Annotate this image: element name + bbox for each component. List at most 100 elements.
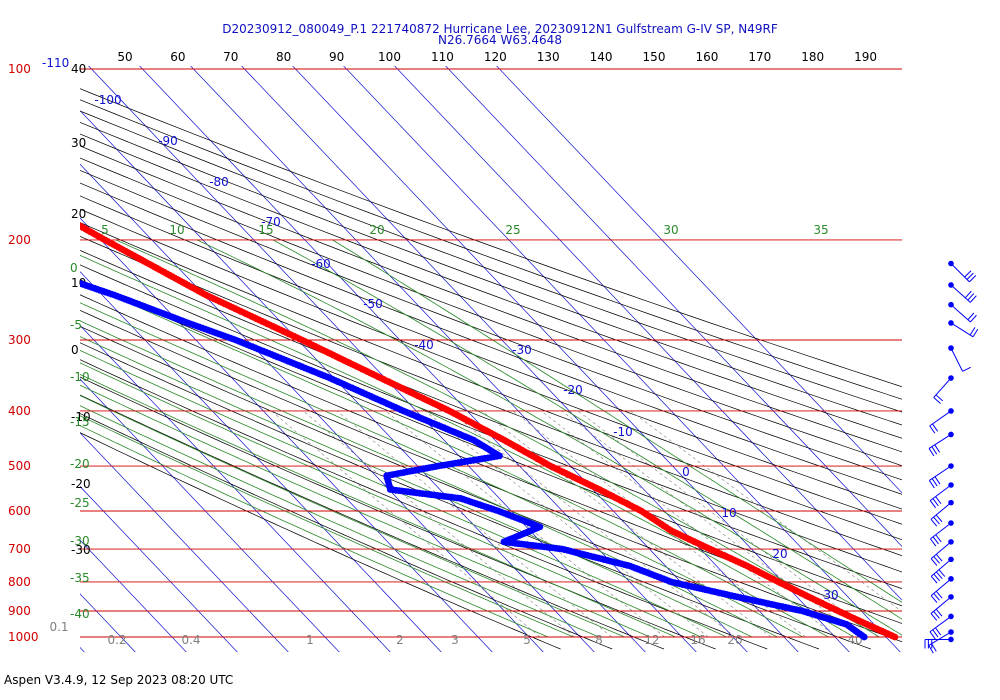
isotherm-label: -40: [414, 338, 434, 352]
temperature-profile: [80, 222, 899, 641]
top-axis-label: 80: [276, 50, 291, 64]
moist-adiabat-label: 25: [505, 223, 520, 237]
wind-barb: [929, 408, 954, 434]
isotherm-line: [80, 110, 595, 652]
isotherm-label: 0: [682, 465, 690, 479]
pressure-label: 300: [8, 333, 31, 347]
dry-adiabat-line: [80, 250, 902, 573]
isotherm-line: [80, 485, 238, 652]
mixing-ratio-label: 12: [644, 633, 659, 647]
dry-adiabat-line: [80, 170, 902, 481]
pressure-label: 1000: [8, 630, 39, 644]
left-axis-label: 30: [71, 136, 86, 150]
dry-adiabat-line: [80, 235, 902, 557]
left-axis-label: -30: [71, 543, 91, 557]
isotherm-line: [80, 378, 340, 652]
wind-barb: [948, 301, 977, 323]
top-left-label: -110: [42, 56, 69, 70]
moist-adiabat-label: 35: [813, 223, 828, 237]
isotherm-label: -60: [311, 257, 331, 271]
top-axis-label: 140: [590, 50, 613, 64]
top-axis-label: 180: [801, 50, 824, 64]
top-axis-label: 100: [378, 50, 401, 64]
isotherm-line: [292, 66, 850, 652]
isotherm-line: [80, 163, 544, 652]
dry-adiabat-line: [80, 208, 902, 525]
dry-adiabat-line: [80, 294, 902, 624]
moist-left-label: -5: [70, 318, 82, 332]
isotherm-line: [88, 66, 646, 652]
wind-barb: [930, 539, 954, 566]
left-axis-label: 40: [71, 62, 86, 76]
wind-barb: [924, 636, 954, 649]
top-axis-label: 70: [223, 50, 238, 64]
dry-adiabat-line: [80, 432, 561, 650]
mixing-ratio-label: 0.4: [181, 633, 200, 647]
mixing-ratio-label: 16: [690, 633, 705, 647]
pressure-label: 100: [8, 62, 31, 76]
dry-adiabat-line: [80, 157, 902, 467]
pressure-label: 400: [8, 404, 31, 418]
isotherm-label: -20: [563, 383, 583, 397]
top-axis-label: 190: [854, 50, 877, 64]
top-axis-label: 150: [643, 50, 666, 64]
isotherm-label: 20: [772, 547, 787, 561]
moist-adiabat-label: 20: [369, 223, 384, 237]
isotherm-label: -90: [158, 134, 178, 148]
dry-adiabat-line: [80, 222, 902, 541]
dewpoint-profile-point: [860, 633, 868, 641]
top-axis-label: 50: [117, 50, 132, 64]
isotherm-line: [190, 66, 748, 652]
isotherm-label: -30: [512, 343, 532, 357]
top-axis-label: 110: [431, 50, 454, 64]
isotherm-line: [80, 432, 289, 652]
dry-adiabat-line: [80, 325, 871, 650]
mixing-ratio-label: 1: [306, 633, 314, 647]
moist-adiabat-label: 10: [169, 223, 184, 237]
chart-title-line2: N26.7664 W63.4648: [438, 33, 562, 47]
wind-barb: [930, 499, 954, 527]
isotherm-label: -50: [363, 297, 383, 311]
chart-title-line1: D20230912_080049_P.1 221740872 Hurricane…: [222, 22, 778, 36]
top-axis-label: 90: [329, 50, 344, 64]
dry-adiabat-line: [80, 195, 902, 510]
isotherm-line: [496, 66, 902, 494]
dry-adiabat-line: [80, 342, 820, 650]
wind-barb: [929, 520, 954, 547]
dry-adiabat-line: [80, 99, 902, 400]
isotherm-label: -10: [613, 425, 633, 439]
dry-adiabat-line: [80, 413, 613, 650]
dry-adiabat-line: [80, 264, 902, 590]
top-axis-label: 60: [170, 50, 185, 64]
moist-adiabat-label: 15: [258, 223, 273, 237]
pressure-label: 900: [8, 604, 31, 618]
pressure-label: 700: [8, 542, 31, 556]
wind-barb: [948, 282, 977, 303]
isotherm-line: [343, 66, 901, 652]
wind-barb: [930, 594, 954, 621]
wind-barb: [948, 260, 977, 283]
left-axis-label: -10: [71, 410, 91, 424]
isotherm-line: [445, 66, 902, 547]
isotherm-label: -70: [261, 215, 281, 229]
pressure-label: 500: [8, 459, 31, 473]
temperature-profile-point: [891, 633, 899, 641]
wind-barb: [930, 576, 954, 603]
moist-left-label: -40: [70, 607, 90, 621]
wind-barb: [928, 431, 954, 457]
mixing-ratio-label: 8: [595, 633, 603, 647]
dry-adiabat-line: [80, 394, 665, 650]
dry-adiabat-line: [80, 309, 902, 643]
dry-adiabat-line: [80, 376, 716, 650]
moist-left-label: -30: [70, 534, 90, 548]
top-axis-label: 130: [537, 50, 560, 64]
mixing-ratio-label: 0.1: [49, 620, 68, 634]
moist-left-label: -20: [70, 457, 90, 471]
left-axis-label: 0: [71, 343, 79, 357]
isotherm-line: [394, 66, 902, 601]
dry-adiabat-line: [80, 145, 902, 453]
pressure-label: 600: [8, 504, 31, 518]
wind-barb: [948, 320, 979, 338]
wind-barb: [928, 629, 954, 654]
